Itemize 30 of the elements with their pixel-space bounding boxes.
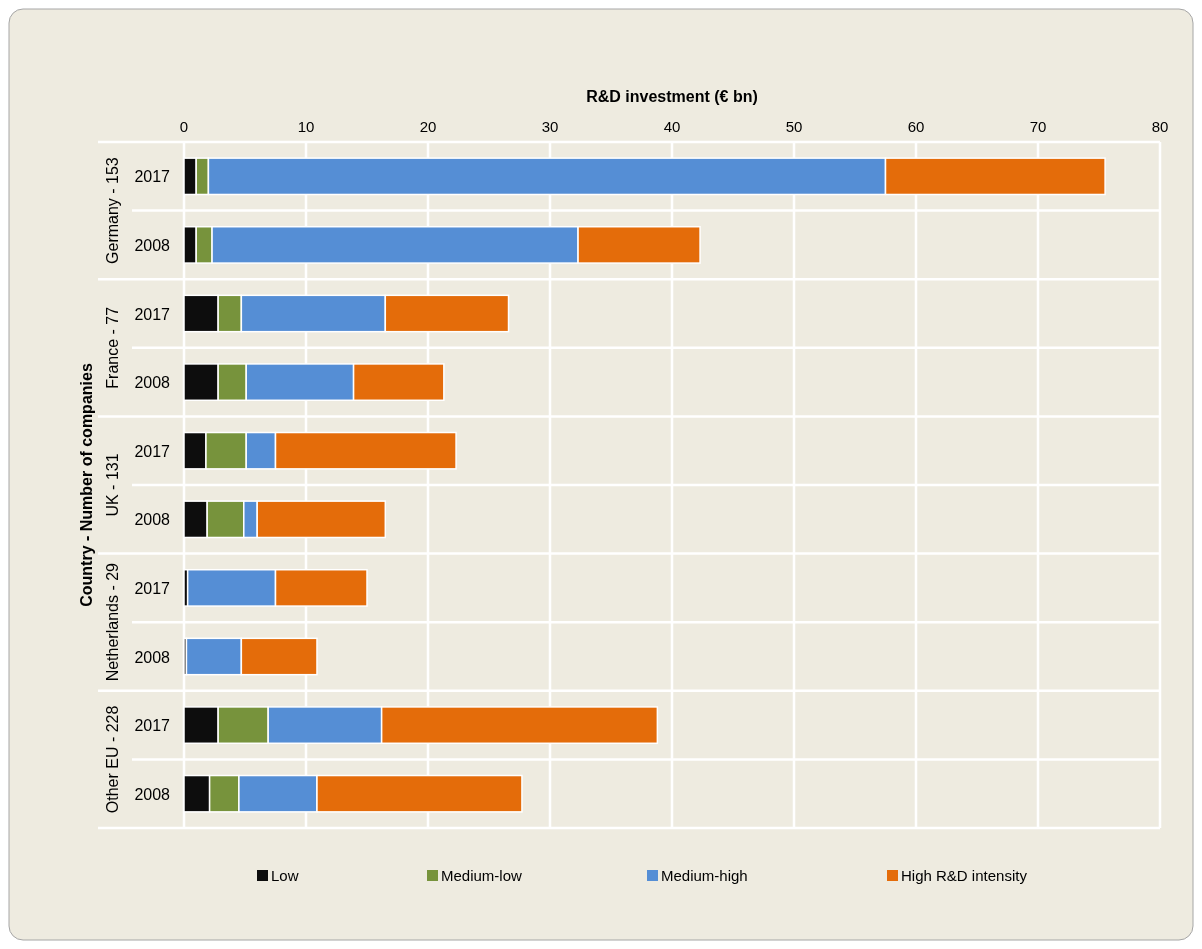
x-tick-label: 80 [1151, 118, 1169, 135]
y-tick-label: 2017 [134, 442, 171, 460]
x-tick-label: 20 [419, 118, 437, 135]
text: Other EU - 228 [104, 705, 121, 814]
legend-label: Medium-high [661, 867, 748, 884]
x-tick-label: 40 [663, 118, 681, 135]
legend-label: Low [271, 867, 299, 884]
legend-label: High R&D intensity [901, 867, 1028, 884]
y-tick-label: 2008 [134, 236, 171, 254]
text: UK - 131 [104, 453, 121, 517]
x-tick-label: 10 [297, 118, 315, 135]
y-tick-label: 2008 [134, 511, 171, 529]
y-tick-label: 2017 [134, 717, 171, 735]
text: Germany - 153 [104, 157, 121, 264]
y-tick-label: 2017 [134, 305, 171, 323]
x-tick-label: 30 [541, 118, 559, 135]
y-tick-label: 2017 [134, 168, 171, 186]
x-tick-label: 50 [785, 118, 803, 135]
y-tick-label: 2008 [134, 648, 171, 666]
y-tick-label: 2017 [134, 579, 171, 597]
y-axis-title: Country - Number of companies [78, 363, 95, 607]
x-tick-label: 0 [179, 118, 189, 135]
text: France - 77 [104, 306, 121, 389]
y-tick-label: 2008 [134, 785, 171, 803]
x-tick-label: 60 [907, 118, 925, 135]
legend-label: Medium-low [441, 867, 523, 884]
y-tick-label: 2008 [134, 374, 171, 392]
x-axis-title: R&D investment (€ bn) [586, 88, 758, 105]
text: Netherlands - 29 [104, 562, 121, 682]
x-tick-label: 70 [1029, 118, 1047, 135]
